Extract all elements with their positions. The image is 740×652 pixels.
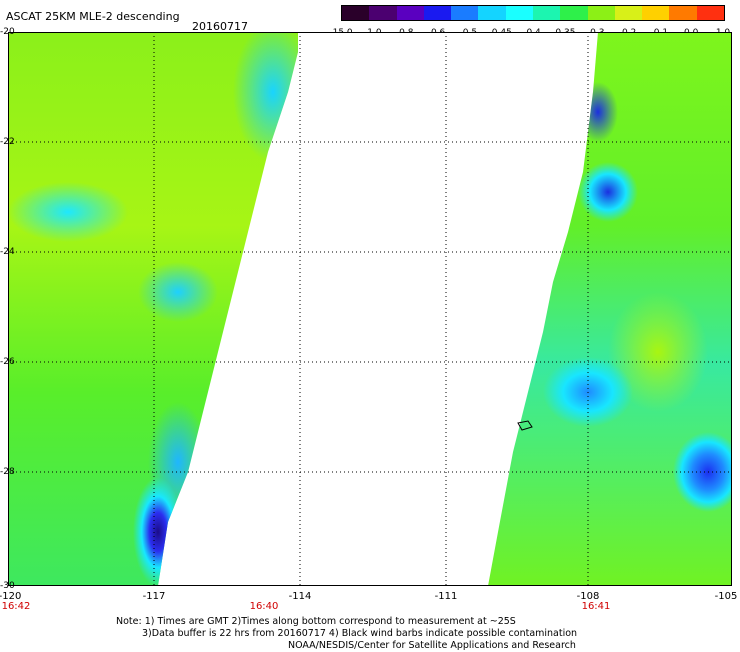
pass-time-label: 16:41 — [581, 601, 611, 612]
x-tick-label: -117 — [142, 591, 166, 602]
x-tick-label: -108 — [576, 591, 600, 602]
color-swatch — [505, 6, 533, 20]
y-tick-label: -24 — [0, 247, 15, 257]
color-swatch — [669, 6, 697, 20]
footnote: Note: 1) Times are GMT 2)Times along bot… — [116, 616, 577, 652]
y-tick-label: -22 — [0, 137, 15, 147]
y-tick-label: -20 — [0, 27, 15, 37]
color-swatch — [587, 6, 615, 20]
color-swatch — [478, 6, 506, 20]
map-date: 20160717 — [192, 20, 248, 33]
y-tick-label: -28 — [0, 467, 15, 477]
footnote-line: Note: 1) Times are GMT 2)Times along bot… — [116, 616, 516, 627]
color-swatch — [614, 6, 643, 20]
color-swatch — [696, 6, 724, 20]
x-tick-label: -114 — [288, 591, 312, 602]
color-swatch — [642, 6, 670, 20]
map-title: ASCAT 25KM MLE-2 descending — [6, 10, 180, 23]
grid-overlay — [8, 32, 732, 586]
color-swatch — [532, 6, 561, 20]
x-tick-label: -111 — [434, 591, 458, 602]
map-plot-area — [8, 32, 732, 586]
island-outline — [517, 420, 533, 431]
footnote-line: 3)Data buffer is 22 hrs from 20160717 4)… — [142, 628, 578, 639]
color-swatch — [342, 6, 370, 20]
color-swatch — [451, 6, 479, 20]
color-swatch — [560, 6, 588, 20]
pass-time-label: 16:40 — [249, 601, 279, 612]
pass-time-label: 16:42 — [1, 601, 31, 612]
y-tick-label: -30 — [0, 581, 15, 591]
x-tick-label: -120 — [0, 591, 22, 602]
color-swatch — [423, 6, 452, 20]
x-tick-label: -105 — [714, 591, 738, 602]
color-swatch — [369, 6, 397, 20]
footnote-line: NOAA/NESDIS/Center for Satellite Applica… — [288, 640, 576, 651]
color-swatch — [396, 6, 424, 20]
color-scale-bar — [341, 5, 725, 21]
y-tick-label: -26 — [0, 357, 15, 367]
